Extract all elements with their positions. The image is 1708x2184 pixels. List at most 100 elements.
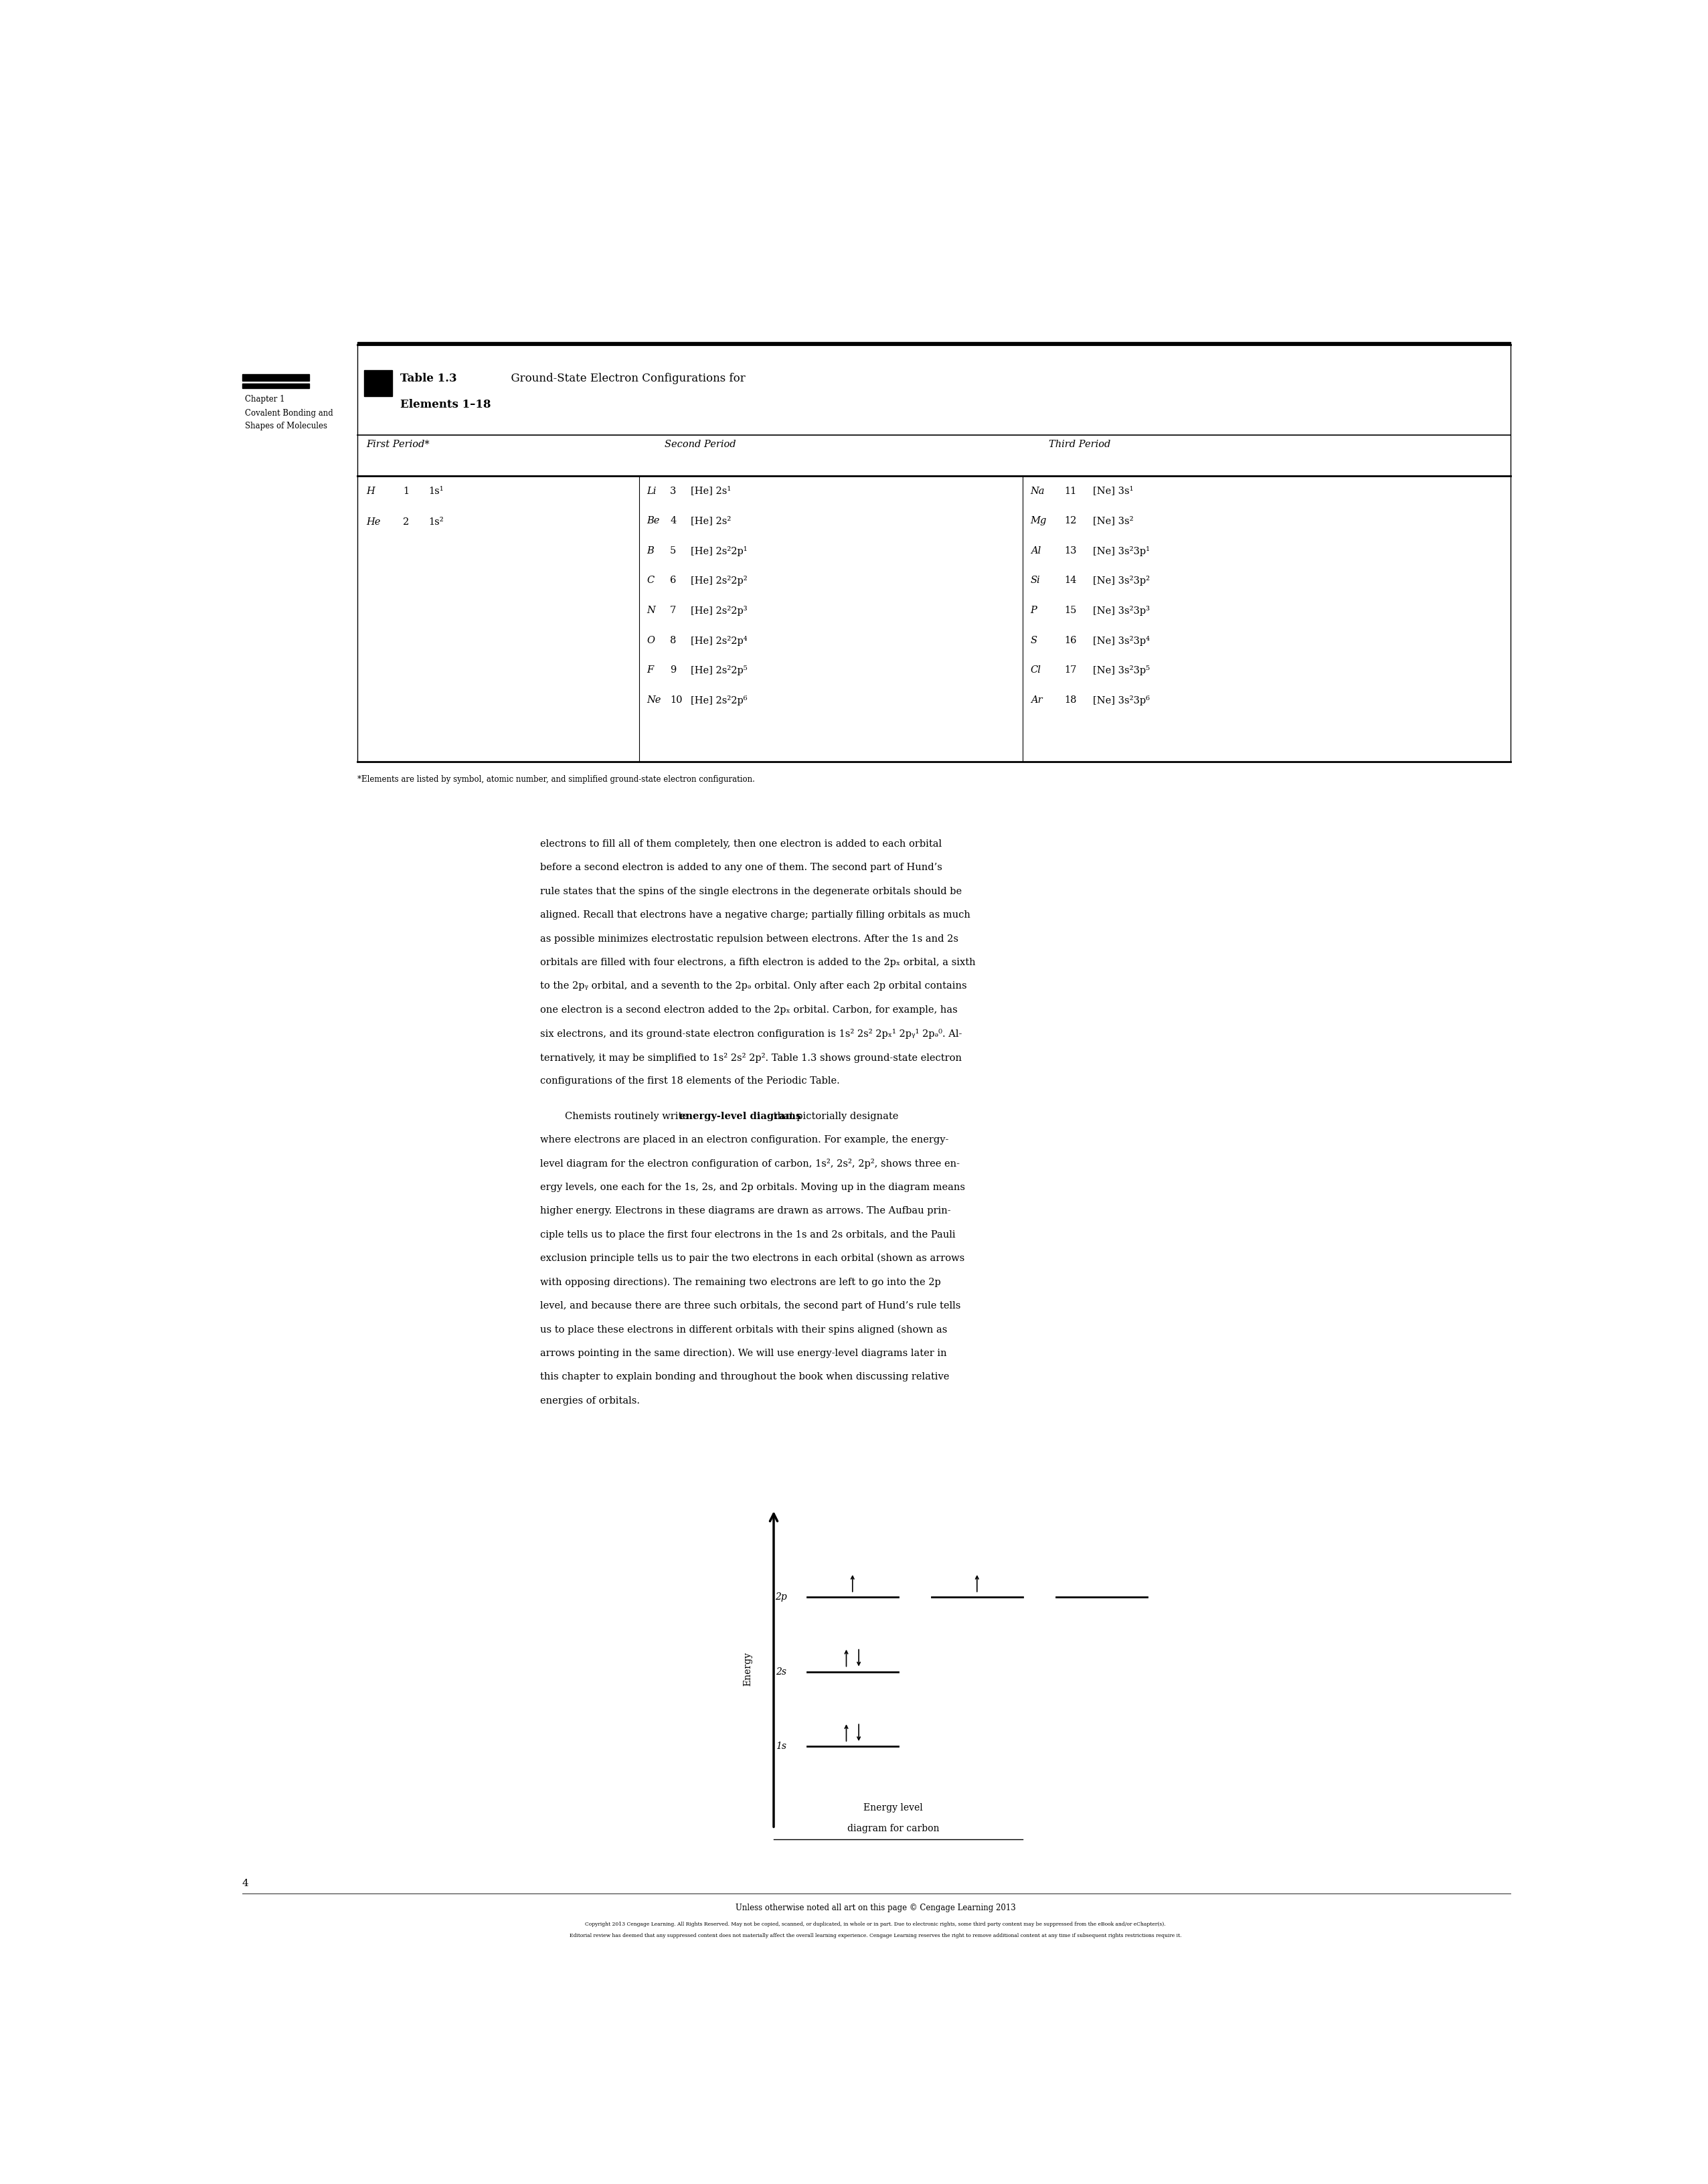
Text: aligned. Recall that electrons have a negative charge; partially filling orbital: aligned. Recall that electrons have a ne… (540, 911, 970, 919)
Text: [He] 2s²: [He] 2s² (690, 515, 731, 526)
Text: 1s: 1s (775, 1741, 787, 1752)
Text: before a second electron is added to any one of them. The second part of Hund’s: before a second electron is added to any… (540, 863, 943, 871)
Text: six electrons, and its ground-state electron configuration is 1s² 2s² 2pₓ¹ 2pᵧ¹ : six electrons, and its ground-state elec… (540, 1029, 962, 1040)
Text: Editorial review has deemed that any suppressed content does not materially affe: Editorial review has deemed that any sup… (569, 1933, 1182, 1937)
Text: diagram for carbon: diagram for carbon (847, 1824, 939, 1832)
Text: 10: 10 (670, 695, 681, 705)
Text: 18: 18 (1064, 695, 1076, 705)
Text: 4: 4 (243, 1878, 249, 1889)
Text: Second Period: Second Period (664, 439, 736, 450)
Text: ternatively, it may be simplified to 1s² 2s² 2p². Table 1.3 shows ground-state e: ternatively, it may be simplified to 1s²… (540, 1053, 962, 1064)
Text: [Ne] 3s¹: [Ne] 3s¹ (1093, 487, 1132, 496)
Text: with opposing directions). The remaining two electrons are left to go into the 2: with opposing directions). The remaining… (540, 1278, 941, 1286)
Text: [Ne] 3s²3p⁵: [Ne] 3s²3p⁵ (1093, 666, 1149, 675)
Text: O: O (647, 636, 654, 644)
Text: ciple tells us to place the first four electrons in the 1s and 2s orbitals, and : ciple tells us to place the first four e… (540, 1230, 956, 1238)
Text: Cl: Cl (1030, 666, 1042, 675)
Text: *Elements are listed by symbol, atomic number, and simplified ground-state elect: *Elements are listed by symbol, atomic n… (357, 775, 755, 784)
Text: as possible minimizes electrostatic repulsion between electrons. After the 1s an: as possible minimizes electrostatic repu… (540, 935, 958, 943)
Text: Be: Be (647, 515, 659, 526)
Bar (243, 373, 309, 380)
Text: 11: 11 (1064, 487, 1076, 496)
Bar (364, 371, 393, 395)
Text: us to place these electrons in different orbitals with their spins aligned (show: us to place these electrons in different… (540, 1326, 948, 1334)
Text: level, and because there are three such orbitals, the second part of Hund’s rule: level, and because there are three such … (540, 1302, 962, 1310)
Text: Chemists routinely write: Chemists routinely write (540, 1112, 692, 1120)
Text: ergy levels, one each for the 1s, 2s, and 2p orbitals. Moving up in the diagram : ergy levels, one each for the 1s, 2s, an… (540, 1182, 965, 1192)
Text: [He] 2s²2p⁵: [He] 2s²2p⁵ (690, 666, 748, 675)
Text: arrows pointing in the same direction). We will use energy-level diagrams later : arrows pointing in the same direction). … (540, 1348, 946, 1358)
Text: Energy level: Energy level (863, 1804, 922, 1813)
Text: Unless otherwise noted all art on this page © Cengage Learning 2013: Unless otherwise noted all art on this p… (734, 1904, 1016, 1913)
Text: Elements 1–18: Elements 1–18 (400, 400, 490, 411)
Text: Si: Si (1030, 577, 1040, 585)
Text: Covalent Bonding and: Covalent Bonding and (244, 408, 333, 417)
Text: one electron is a second electron added to the 2pₓ orbital. Carbon, for example,: one electron is a second electron added … (540, 1005, 958, 1016)
Text: [He] 2s²2p³: [He] 2s²2p³ (690, 605, 748, 616)
Text: level diagram for the electron configuration of carbon, 1s², 2s², 2p², shows thr: level diagram for the electron configura… (540, 1160, 960, 1168)
Text: [He] 2s²2p²: [He] 2s²2p² (690, 577, 748, 585)
Text: 5: 5 (670, 546, 676, 555)
Text: 13: 13 (1064, 546, 1076, 555)
Text: N: N (647, 605, 656, 616)
Text: Li: Li (647, 487, 656, 496)
Text: 9: 9 (670, 666, 676, 675)
Text: [Ne] 3s²3p³: [Ne] 3s²3p³ (1093, 605, 1149, 616)
Text: [He] 2s²2p¹: [He] 2s²2p¹ (690, 546, 748, 557)
Text: 15: 15 (1064, 605, 1076, 616)
Text: Ground-State Electron Configurations for: Ground-State Electron Configurations for (504, 373, 745, 384)
Text: Shapes of Molecules: Shapes of Molecules (244, 422, 326, 430)
Text: B: B (647, 546, 654, 555)
Text: 2s: 2s (775, 1666, 787, 1677)
Text: S: S (1030, 636, 1037, 644)
Text: [Ne] 3s²3p²: [Ne] 3s²3p² (1093, 577, 1149, 585)
Text: 4: 4 (670, 515, 676, 526)
Text: energies of orbitals.: energies of orbitals. (540, 1396, 640, 1404)
Text: configurations of the first 18 elements of the Periodic Table.: configurations of the first 18 elements … (540, 1077, 840, 1085)
Text: Al: Al (1030, 546, 1040, 555)
Text: Ne: Ne (647, 695, 661, 705)
Text: 1: 1 (403, 487, 408, 496)
Text: Na: Na (1030, 487, 1045, 496)
Text: orbitals are filled with four electrons, a fifth electron is added to the 2pₓ or: orbitals are filled with four electrons,… (540, 959, 975, 968)
Text: to the 2pᵧ orbital, and a seventh to the 2pₔ orbital. Only after each 2p orbital: to the 2pᵧ orbital, and a seventh to the… (540, 981, 967, 992)
Text: that pictorially designate: that pictorially designate (770, 1112, 898, 1120)
Bar (243, 382, 309, 389)
Text: C: C (647, 577, 654, 585)
Text: Copyright 2013 Cengage Learning. All Rights Reserved. May not be copied, scanned: Copyright 2013 Cengage Learning. All Rig… (586, 1922, 1165, 1926)
Text: [He] 2s²2p⁴: [He] 2s²2p⁴ (690, 636, 748, 646)
Text: [He] 2s²2p⁶: [He] 2s²2p⁶ (690, 695, 748, 705)
Text: Ar: Ar (1030, 695, 1042, 705)
Text: Energy: Energy (743, 1651, 753, 1686)
Text: 6: 6 (670, 577, 676, 585)
Text: 16: 16 (1064, 636, 1076, 644)
Text: He: He (367, 518, 381, 526)
Text: 3: 3 (670, 487, 676, 496)
Text: electrons to fill all of them completely, then one electron is added to each orb: electrons to fill all of them completely… (540, 839, 941, 850)
Text: where electrons are placed in an electron configuration. For example, the energy: where electrons are placed in an electro… (540, 1136, 948, 1144)
Text: P: P (1030, 605, 1037, 616)
Text: [Ne] 3s²3p⁶: [Ne] 3s²3p⁶ (1093, 695, 1149, 705)
Text: First Period*: First Period* (367, 439, 430, 450)
Text: [He] 2s¹: [He] 2s¹ (690, 487, 731, 496)
Text: F: F (647, 666, 654, 675)
Text: [Ne] 3s²3p⁴: [Ne] 3s²3p⁴ (1093, 636, 1149, 646)
Text: 1s¹: 1s¹ (429, 487, 444, 496)
Text: 2p: 2p (775, 1592, 787, 1601)
Text: 17: 17 (1064, 666, 1076, 675)
Text: Mg: Mg (1030, 515, 1047, 526)
Text: Chapter 1: Chapter 1 (244, 395, 285, 404)
Bar (357, 343, 1510, 345)
Text: H: H (367, 487, 376, 496)
Text: higher energy. Electrons in these diagrams are drawn as arrows. The Aufbau prin-: higher energy. Electrons in these diagra… (540, 1206, 951, 1216)
Text: 8: 8 (670, 636, 676, 644)
Text: 1s²: 1s² (429, 518, 444, 526)
Text: 12: 12 (1064, 515, 1076, 526)
Text: energy-level diagrams: energy-level diagrams (680, 1112, 801, 1120)
Text: Third Period: Third Period (1049, 439, 1110, 450)
Text: this chapter to explain bonding and throughout the book when discussing relative: this chapter to explain bonding and thro… (540, 1372, 950, 1382)
Text: [Ne] 3s²: [Ne] 3s² (1093, 515, 1132, 526)
Text: 2: 2 (403, 518, 408, 526)
Text: 7: 7 (670, 605, 676, 616)
Text: 14: 14 (1064, 577, 1076, 585)
